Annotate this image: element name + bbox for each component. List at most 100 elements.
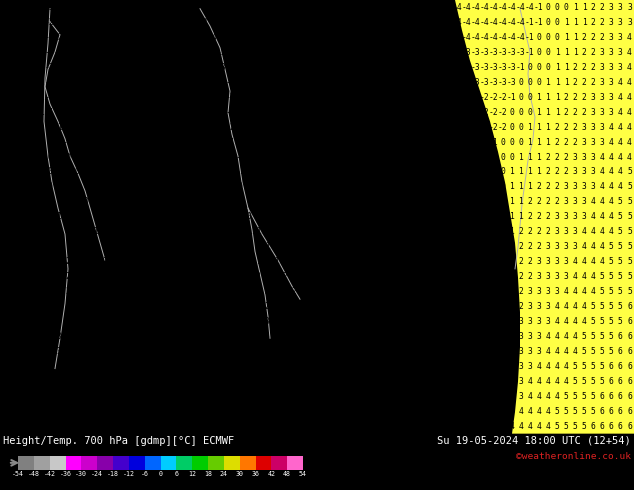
Text: 1: 1 — [473, 287, 478, 296]
Text: 0: 0 — [75, 152, 79, 162]
Text: 6: 6 — [627, 407, 632, 416]
Text: -4: -4 — [380, 18, 390, 27]
Text: 4: 4 — [48, 392, 52, 401]
Text: 2: 2 — [138, 317, 143, 326]
Text: 3: 3 — [337, 347, 342, 356]
Text: -2: -2 — [326, 78, 335, 87]
Text: 4: 4 — [627, 138, 632, 147]
Text: -2: -2 — [290, 93, 299, 102]
Text: 3: 3 — [29, 347, 34, 356]
Text: 2: 2 — [48, 287, 52, 296]
Text: 0: 0 — [365, 212, 369, 221]
Text: 3: 3 — [247, 362, 252, 371]
Text: -1: -1 — [398, 138, 408, 147]
Text: 0: 0 — [256, 182, 261, 192]
Text: 3: 3 — [573, 182, 578, 192]
Text: 4: 4 — [536, 377, 541, 386]
Text: 4: 4 — [555, 317, 559, 326]
Text: -2: -2 — [380, 108, 390, 117]
Text: -3: -3 — [434, 33, 444, 42]
Text: 3: 3 — [564, 182, 569, 192]
Text: -3: -3 — [262, 48, 272, 57]
Text: 1: 1 — [238, 257, 242, 266]
Text: 4: 4 — [75, 362, 79, 371]
Text: -3: -3 — [453, 63, 462, 72]
Text: 0: 0 — [464, 182, 469, 192]
Text: 3: 3 — [536, 272, 541, 281]
Text: 6: 6 — [600, 422, 605, 431]
Text: 3: 3 — [355, 317, 360, 326]
Text: -3: -3 — [153, 48, 164, 57]
Text: 5: 5 — [147, 422, 152, 431]
Text: -4: -4 — [362, 3, 372, 12]
Text: 1: 1 — [292, 227, 297, 236]
Text: 2: 2 — [337, 302, 342, 311]
Text: 3: 3 — [545, 257, 550, 266]
Text: -3: -3 — [371, 63, 381, 72]
Text: 1: 1 — [491, 212, 496, 221]
Text: 1: 1 — [174, 242, 179, 251]
Text: -1: -1 — [136, 152, 145, 162]
Text: -2: -2 — [226, 122, 236, 132]
Text: 3: 3 — [609, 3, 614, 12]
Text: 5: 5 — [591, 377, 596, 386]
Text: 1: 1 — [564, 18, 569, 27]
Text: 5: 5 — [301, 422, 306, 431]
Text: -3: -3 — [280, 33, 290, 42]
Text: -1: -1 — [353, 138, 363, 147]
Text: -3: -3 — [145, 78, 154, 87]
Text: 1: 1 — [2, 168, 7, 176]
Text: -2: -2 — [126, 78, 136, 87]
Text: 4: 4 — [274, 407, 279, 416]
Text: 0: 0 — [11, 138, 16, 147]
Text: 3: 3 — [491, 422, 496, 431]
Text: 2: 2 — [591, 18, 596, 27]
Text: 4: 4 — [365, 392, 369, 401]
Text: 1: 1 — [482, 302, 487, 311]
Text: -4: -4 — [507, 33, 517, 42]
Text: -2: -2 — [244, 78, 254, 87]
Text: 3: 3 — [382, 347, 387, 356]
Text: -2: -2 — [299, 93, 308, 102]
Text: 2: 2 — [84, 257, 89, 266]
Text: -1: -1 — [63, 122, 73, 132]
Text: -2: -2 — [199, 108, 209, 117]
Text: 2: 2 — [446, 287, 451, 296]
Text: -4: -4 — [516, 33, 526, 42]
Text: 4: 4 — [274, 377, 279, 386]
Text: 3: 3 — [437, 332, 442, 341]
Text: 4: 4 — [545, 332, 550, 341]
Text: 1: 1 — [545, 108, 550, 117]
Text: -1: -1 — [280, 122, 290, 132]
Text: 1: 1 — [101, 227, 107, 236]
Text: 5: 5 — [618, 242, 623, 251]
Text: 36: 36 — [252, 471, 259, 477]
Text: -4: -4 — [316, 3, 327, 12]
Text: -3: -3 — [244, 63, 254, 72]
Text: 4: 4 — [382, 392, 387, 401]
Text: -1: -1 — [290, 122, 299, 132]
Text: -3: -3 — [507, 63, 517, 72]
Text: 3: 3 — [609, 108, 614, 117]
Text: -1: -1 — [525, 33, 534, 42]
Text: 6: 6 — [627, 392, 632, 401]
Text: -3: -3 — [307, 33, 318, 42]
Text: -3: -3 — [136, 33, 145, 42]
Text: -3: -3 — [117, 33, 127, 42]
Text: 0: 0 — [418, 197, 424, 206]
Text: 3: 3 — [401, 362, 406, 371]
Text: 2: 2 — [165, 317, 170, 326]
Text: 0: 0 — [274, 182, 279, 192]
Text: -4: -4 — [153, 3, 164, 12]
Text: -2: -2 — [271, 108, 281, 117]
Text: 4: 4 — [355, 407, 360, 416]
Text: 0: 0 — [165, 182, 170, 192]
Text: 4: 4 — [120, 407, 125, 416]
Text: -1: -1 — [443, 152, 453, 162]
Text: 1: 1 — [38, 197, 43, 206]
Text: 5: 5 — [210, 422, 216, 431]
Text: 2: 2 — [555, 138, 559, 147]
Text: 0: 0 — [555, 18, 559, 27]
Text: 2: 2 — [555, 122, 559, 132]
Text: -2: -2 — [316, 63, 327, 72]
